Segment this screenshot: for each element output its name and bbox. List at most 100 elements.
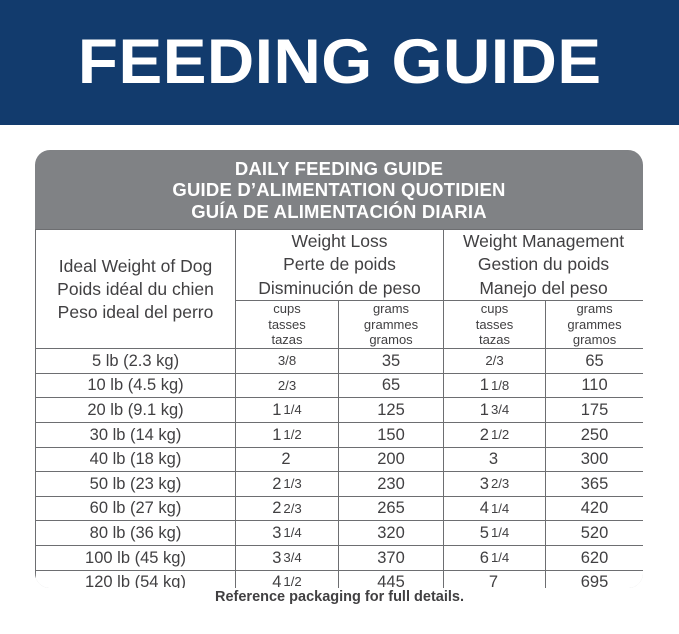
cell-weight-management-grams: 420 [545, 495, 643, 522]
amount-whole: 1 [272, 425, 282, 444]
cell-weight-management-cups: 2 1/2 [443, 422, 547, 448]
cell-ideal-weight: 10 lb (4.5 kg) [35, 372, 236, 399]
cell-weight-loss-cups: 3 3/4 [235, 544, 339, 571]
amount-whole: 4 [272, 573, 282, 588]
feeding-guide-table: Ideal Weight of Dog Poids idéal du chien… [35, 229, 643, 588]
cups-spanish: tazas [271, 332, 303, 348]
weight-management-spanish: Manejo del peso [479, 277, 608, 298]
cell-weight-management-cups: 6 1/4 [443, 544, 547, 571]
table-row: 80 lb (36 kg) 3 1/4 320 5 1/4 520 [35, 520, 643, 546]
column-header-weight-loss: Weight Loss Perte de poids Disminución d… [234, 229, 445, 301]
table-row: 10 lb (4.5 kg) 2/3 65 1 1/8 110 [35, 372, 643, 399]
cell-ideal-weight: 5 lb (2.3 kg) [35, 348, 236, 374]
weight-management-english: Weight Management [462, 231, 625, 252]
amount-fraction: 2/3 [490, 475, 510, 491]
table-header-row-groups: Ideal Weight of Dog Poids idéal du chien… [35, 229, 643, 350]
cell-weight-loss-cups: 2 1/3 [235, 471, 339, 497]
cell-weight-loss-grams: 230 [337, 471, 445, 497]
column-header-weight-management: Weight Management Gestion du poids Manej… [443, 229, 643, 301]
cell-weight-loss-grams: 150 [337, 422, 445, 448]
cell-ideal-weight: 50 lb (23 kg) [35, 471, 236, 497]
amount-whole: 3 [479, 474, 489, 493]
grams-english: grams [372, 300, 410, 316]
cell-weight-management-grams: 620 [545, 544, 643, 571]
cell-weight-management-cups: 3 2/3 [443, 471, 547, 497]
cell-weight-management-cups: 3 [443, 446, 547, 473]
amount-fraction: 3/4 [490, 402, 510, 418]
cell-weight-management-grams: 65 [545, 348, 643, 374]
table-row: 50 lb (23 kg) 2 1/3 230 3 2/3 365 [35, 471, 643, 497]
amount-fraction: 2/3 [485, 352, 504, 368]
weight-loss-spanish: Disminución de peso [258, 277, 421, 298]
ideal-weight-spanish: Peso ideal del perro [57, 301, 214, 322]
unit-header-loss-cups: cups tasses tazas [235, 299, 339, 350]
amount-whole: 3 [272, 548, 282, 567]
feeding-guide-banner: FEEDING GUIDE [0, 0, 679, 125]
heading-line-english: DAILY FEEDING GUIDE [234, 158, 444, 179]
amount-whole: 3 [488, 450, 499, 469]
amount-fraction: 1/2 [283, 426, 302, 442]
page-title: FEEDING GUIDE [77, 27, 602, 97]
table-row: 5 lb (2.3 kg) 3/8 35 2/3 65 [35, 348, 643, 374]
cell-weight-loss-grams: 265 [337, 495, 445, 522]
amount-whole: 1 [479, 376, 489, 395]
cell-weight-loss-grams: 320 [337, 520, 445, 546]
cell-ideal-weight: 40 lb (18 kg) [35, 446, 236, 473]
cups-english: cups [273, 300, 301, 316]
cell-weight-loss-cups: 2 [235, 446, 339, 473]
weight-management-french: Gestion du poids [477, 254, 610, 275]
cell-weight-loss-grams: 370 [337, 544, 445, 571]
table-row: 30 lb (14 kg) 1 1/2 150 2 1/2 250 [35, 422, 643, 448]
amount-fraction: 1/4 [283, 402, 302, 418]
cell-ideal-weight: 80 lb (36 kg) [35, 520, 236, 546]
grams-spanish: gramos [369, 332, 413, 348]
amount-whole: 2 [272, 474, 282, 493]
amount-whole: 7 [488, 573, 499, 588]
grams-french: grammes [567, 316, 622, 332]
cell-weight-management-cups: 2/3 [443, 348, 547, 374]
cell-weight-loss-cups: 1 1/4 [235, 397, 339, 423]
cell-weight-loss-cups: 2/3 [235, 372, 339, 399]
amount-fraction: 1/3 [283, 475, 302, 491]
amount-fraction: 1/2 [283, 574, 302, 588]
table-row: 100 lb (45 kg) 3 3/4 370 6 1/4 620 [35, 544, 643, 571]
table-row: 20 lb (9.1 kg) 1 1/4 125 1 3/4 175 [35, 397, 643, 423]
cell-weight-management-grams: 520 [545, 520, 643, 546]
cell-weight-loss-grams: 35 [337, 348, 445, 374]
cell-weight-management-cups: 1 1/8 [443, 372, 547, 399]
cell-weight-management-grams: 365 [545, 471, 643, 497]
cell-weight-loss-grams: 125 [337, 397, 445, 423]
cell-ideal-weight: 120 lb (54 kg) [35, 569, 236, 588]
amount-fraction: 1/4 [490, 549, 510, 565]
cell-weight-management-grams: 110 [545, 372, 643, 399]
weight-loss-english: Weight Loss [291, 231, 388, 252]
cell-weight-loss-grams: 200 [337, 446, 445, 473]
cell-weight-management-grams: 175 [545, 397, 643, 423]
amount-fraction: 3/4 [283, 549, 302, 565]
cell-weight-management-cups: 5 1/4 [443, 520, 547, 546]
amount-fraction: 1/4 [283, 525, 302, 541]
amount-whole: 2 [479, 425, 489, 444]
table-row: 120 lb (54 kg) 4 1/2 445 7 695 [35, 569, 643, 588]
column-header-ideal-weight: Ideal Weight of Dog Poids idéal du chien… [35, 229, 236, 350]
cell-weight-management-grams: 250 [545, 422, 643, 448]
feeding-guide-panel: DAILY FEEDING GUIDE GUIDE D’ALIMENTATION… [35, 150, 643, 588]
cell-weight-loss-grams: 445 [337, 569, 445, 588]
unit-header-loss-grams: grams grammes gramos [337, 299, 445, 350]
cell-ideal-weight: 60 lb (27 kg) [35, 495, 236, 522]
cups-french: tasses [475, 316, 514, 332]
unit-header-mgmt-cups: cups tasses tazas [443, 299, 547, 350]
cell-weight-management-cups: 1 3/4 [443, 397, 547, 423]
cell-weight-loss-cups: 3 1/4 [235, 520, 339, 546]
table-row: 60 lb (27 kg) 2 2/3 265 4 1/4 420 [35, 495, 643, 522]
ideal-weight-english: Ideal Weight of Dog [58, 255, 213, 276]
amount-whole: 6 [479, 548, 489, 567]
cell-ideal-weight: 20 lb (9.1 kg) [35, 397, 236, 423]
cell-weight-management-grams: 300 [545, 446, 643, 473]
amount-fraction: 3/8 [277, 352, 297, 368]
table-header: Ideal Weight of Dog Poids idéal du chien… [35, 229, 643, 350]
footnote: Reference packaging for full details. [215, 589, 464, 605]
cell-weight-management-grams: 695 [545, 569, 643, 588]
table-row: 40 lb (18 kg) 2 200 3 300 [35, 446, 643, 473]
cell-weight-loss-cups: 4 1/2 [235, 569, 339, 588]
